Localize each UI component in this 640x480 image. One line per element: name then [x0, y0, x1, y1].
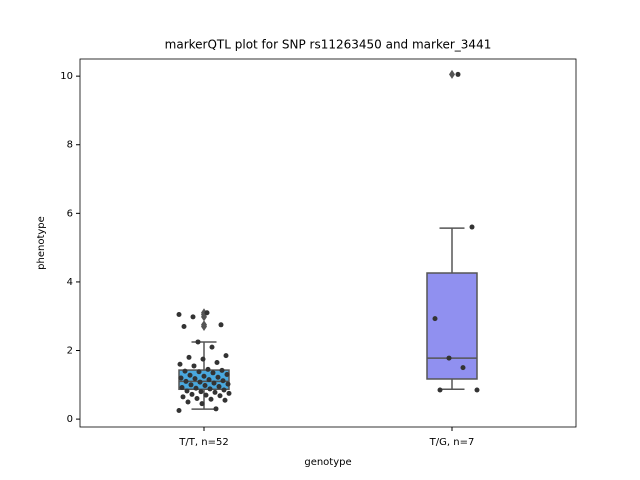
plot-frame: [79, 58, 577, 428]
y-tick-label: 8: [67, 140, 73, 151]
point: [181, 324, 187, 330]
point: [474, 387, 480, 393]
point: [219, 367, 225, 373]
point: [213, 406, 219, 412]
point: [212, 389, 218, 395]
point: [209, 344, 215, 350]
outlier: [201, 320, 207, 330]
point: [199, 401, 205, 407]
point: [218, 322, 224, 328]
point: [224, 372, 230, 378]
point: [216, 384, 222, 390]
y-tick-label: 0: [67, 414, 73, 425]
point: [200, 356, 206, 362]
chart-title: markerQTL plot for SNP rs11263450 and ma…: [165, 38, 492, 52]
point: [178, 375, 184, 381]
point: [211, 380, 217, 386]
point: [469, 224, 475, 230]
point: [186, 354, 192, 360]
point: [437, 387, 443, 393]
outlier: [201, 308, 207, 318]
point: [432, 316, 438, 322]
point: [177, 361, 183, 367]
x-axis-label: genotype: [304, 457, 351, 468]
point: [188, 382, 194, 388]
box: [426, 272, 478, 380]
point: [215, 374, 221, 380]
point: [203, 392, 209, 398]
y-tick-label: 6: [67, 208, 73, 219]
point: [176, 312, 182, 318]
point: [189, 391, 195, 397]
point: [179, 385, 185, 391]
point: [190, 314, 196, 320]
point: [220, 378, 226, 384]
y-tick-label: 2: [67, 346, 73, 357]
y-axis-label: phenotype: [36, 216, 47, 270]
point: [195, 339, 201, 345]
point: [194, 396, 200, 402]
point: [460, 365, 466, 371]
point: [201, 373, 207, 379]
point: [192, 376, 198, 382]
point: [205, 366, 211, 372]
point: [210, 370, 216, 376]
point: [446, 355, 452, 361]
point: [176, 408, 182, 414]
point: [214, 360, 220, 366]
point: [226, 390, 232, 396]
outlier: [449, 69, 455, 79]
point: [223, 353, 229, 359]
y-tick-label: 10: [60, 71, 73, 82]
point: [208, 396, 214, 402]
point: [185, 399, 191, 405]
point: [198, 389, 204, 395]
point: [183, 378, 189, 384]
x-tick-label: T/G, n=7: [429, 437, 475, 448]
point: [225, 381, 231, 387]
point: [180, 394, 186, 400]
point: [217, 393, 223, 399]
point: [197, 379, 203, 385]
x-tick-label: T/T, n=52: [178, 437, 228, 448]
point: [221, 387, 227, 393]
point: [187, 372, 193, 378]
y-tick-label: 4: [67, 277, 73, 288]
point: [191, 363, 197, 369]
point: [196, 369, 202, 375]
point: [184, 388, 190, 394]
point: [202, 383, 208, 389]
point: [455, 71, 461, 77]
point: [207, 386, 213, 392]
point: [222, 397, 228, 403]
point: [182, 368, 188, 374]
point: [204, 310, 210, 316]
point: [193, 385, 199, 391]
point: [206, 377, 212, 383]
